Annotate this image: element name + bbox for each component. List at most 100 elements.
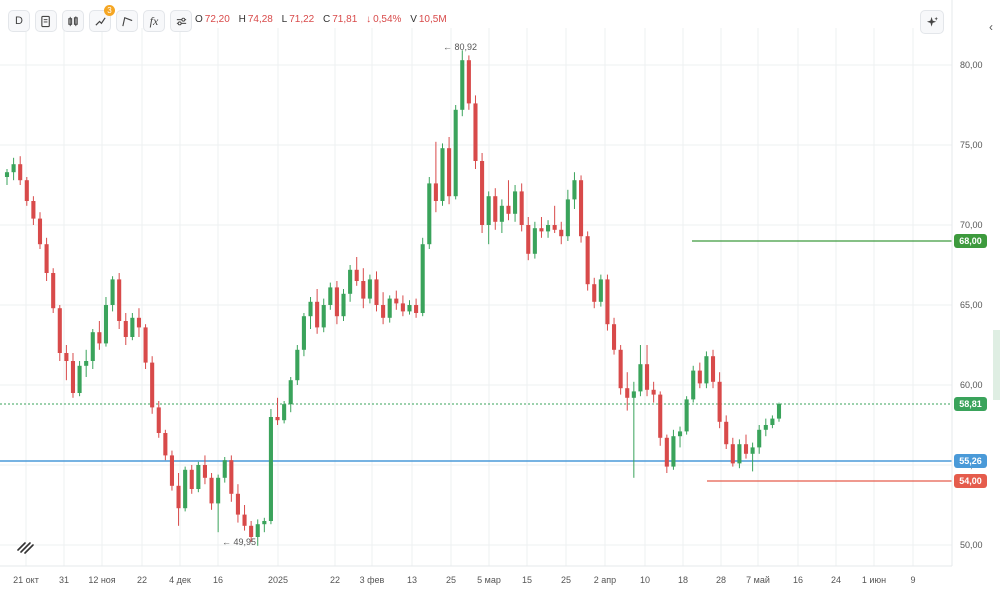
- candle: [97, 321, 102, 350]
- candle: [229, 455, 234, 502]
- x-tick-label: 2025: [268, 575, 288, 585]
- candle-body: [18, 164, 23, 181]
- candle: [651, 381, 656, 403]
- candle-body: [730, 444, 735, 464]
- candle-body: [374, 279, 379, 305]
- candle: [143, 324, 148, 369]
- candle-body: [77, 365, 82, 393]
- candle: [664, 434, 669, 473]
- x-tick-label: 15: [522, 575, 532, 585]
- candle-body: [143, 327, 148, 363]
- current-price-tag: [954, 397, 987, 411]
- candle-body: [308, 301, 313, 317]
- candle-body: [460, 60, 465, 110]
- ai-assistant-button[interactable]: [920, 10, 944, 34]
- candle: [57, 305, 62, 361]
- candle: [367, 274, 372, 304]
- y-axis: 50,0055,0060,0065,0070,0075,0080,0068,00…: [951, 0, 987, 566]
- candle-body: [770, 418, 775, 425]
- candle-body: [169, 455, 175, 486]
- candle-body: [743, 444, 749, 454]
- candles-icon: [67, 15, 78, 26]
- candle: [31, 196, 36, 225]
- candle: [288, 377, 293, 413]
- y-tick-label: 75,00: [960, 140, 983, 150]
- ohlc-open-key: O: [195, 14, 203, 25]
- indicators-badge: 3: [104, 5, 115, 16]
- candle: [776, 402, 782, 422]
- candle: [546, 220, 551, 238]
- candle-body: [288, 380, 293, 405]
- candle-body: [717, 381, 722, 422]
- candle-body: [400, 303, 405, 312]
- candle-body: [466, 60, 471, 104]
- candle-body: [486, 196, 491, 225]
- indicators-button[interactable]: 3: [89, 5, 115, 32]
- candle-body: [268, 417, 273, 521]
- change-arrow: ↓: [366, 14, 372, 25]
- candle-body: [473, 103, 478, 161]
- candle: [18, 156, 23, 185]
- candle: [605, 274, 610, 331]
- candle-body: [684, 399, 689, 432]
- green-level-tag: [954, 234, 987, 248]
- candle: [150, 356, 155, 414]
- candle-body: [183, 469, 188, 509]
- candle: [77, 361, 82, 397]
- candle: [374, 271, 379, 312]
- candle: [381, 292, 386, 325]
- functions-button[interactable]: fx: [143, 10, 165, 32]
- x-tick-label: 2 апр: [594, 575, 616, 585]
- candle: [552, 205, 557, 233]
- collapse-icon[interactable]: ‹: [989, 20, 993, 34]
- interval-label: D: [15, 15, 23, 27]
- candle: [473, 95, 478, 169]
- candle: [598, 274, 603, 307]
- candle-body: [750, 447, 755, 454]
- candle: [486, 191, 491, 245]
- candle-body: [433, 183, 438, 201]
- candle-body: [592, 284, 597, 302]
- chart-type-button[interactable]: [62, 10, 84, 32]
- candle-body: [691, 370, 696, 400]
- candle-body: [763, 425, 768, 430]
- candle-body: [11, 164, 16, 173]
- x-tick-label: 7 май: [746, 575, 770, 585]
- candle: [301, 313, 306, 357]
- candle-body: [24, 180, 29, 201]
- candle: [519, 183, 524, 232]
- ohlc-high: 74,28: [247, 14, 273, 25]
- interval-button[interactable]: D: [8, 10, 30, 32]
- x-tick-label: 12 ноя: [88, 575, 115, 585]
- candle-body: [84, 361, 89, 366]
- candle-body: [90, 332, 95, 361]
- candle: [222, 457, 227, 483]
- candle-body: [420, 244, 425, 313]
- candle-body: [189, 469, 194, 489]
- candle-body: [658, 394, 663, 438]
- settings-button[interactable]: [170, 10, 192, 32]
- side-panel-handle[interactable]: [993, 330, 1000, 400]
- extreme-annotation: ← 80,92: [443, 42, 477, 52]
- compare-button[interactable]: [35, 10, 57, 32]
- candle: [37, 212, 43, 249]
- x-tick-label: 25: [561, 575, 571, 585]
- candle: [750, 442, 755, 472]
- candle-body: [704, 356, 709, 384]
- candle: [262, 517, 267, 533]
- candle: [64, 345, 69, 381]
- candle: [156, 401, 161, 438]
- candle: [460, 50, 465, 117]
- candle: [730, 437, 735, 467]
- candle: [117, 273, 122, 329]
- x-tick-label: 4 дек: [169, 575, 191, 585]
- drawing-icon: [121, 16, 132, 26]
- candle-body: [664, 437, 669, 467]
- candle: [763, 418, 768, 437]
- candle: [163, 429, 168, 461]
- drawing-button[interactable]: [116, 10, 138, 32]
- candle-body: [697, 370, 702, 384]
- candle-body: [394, 298, 399, 304]
- candle-body: [625, 388, 630, 398]
